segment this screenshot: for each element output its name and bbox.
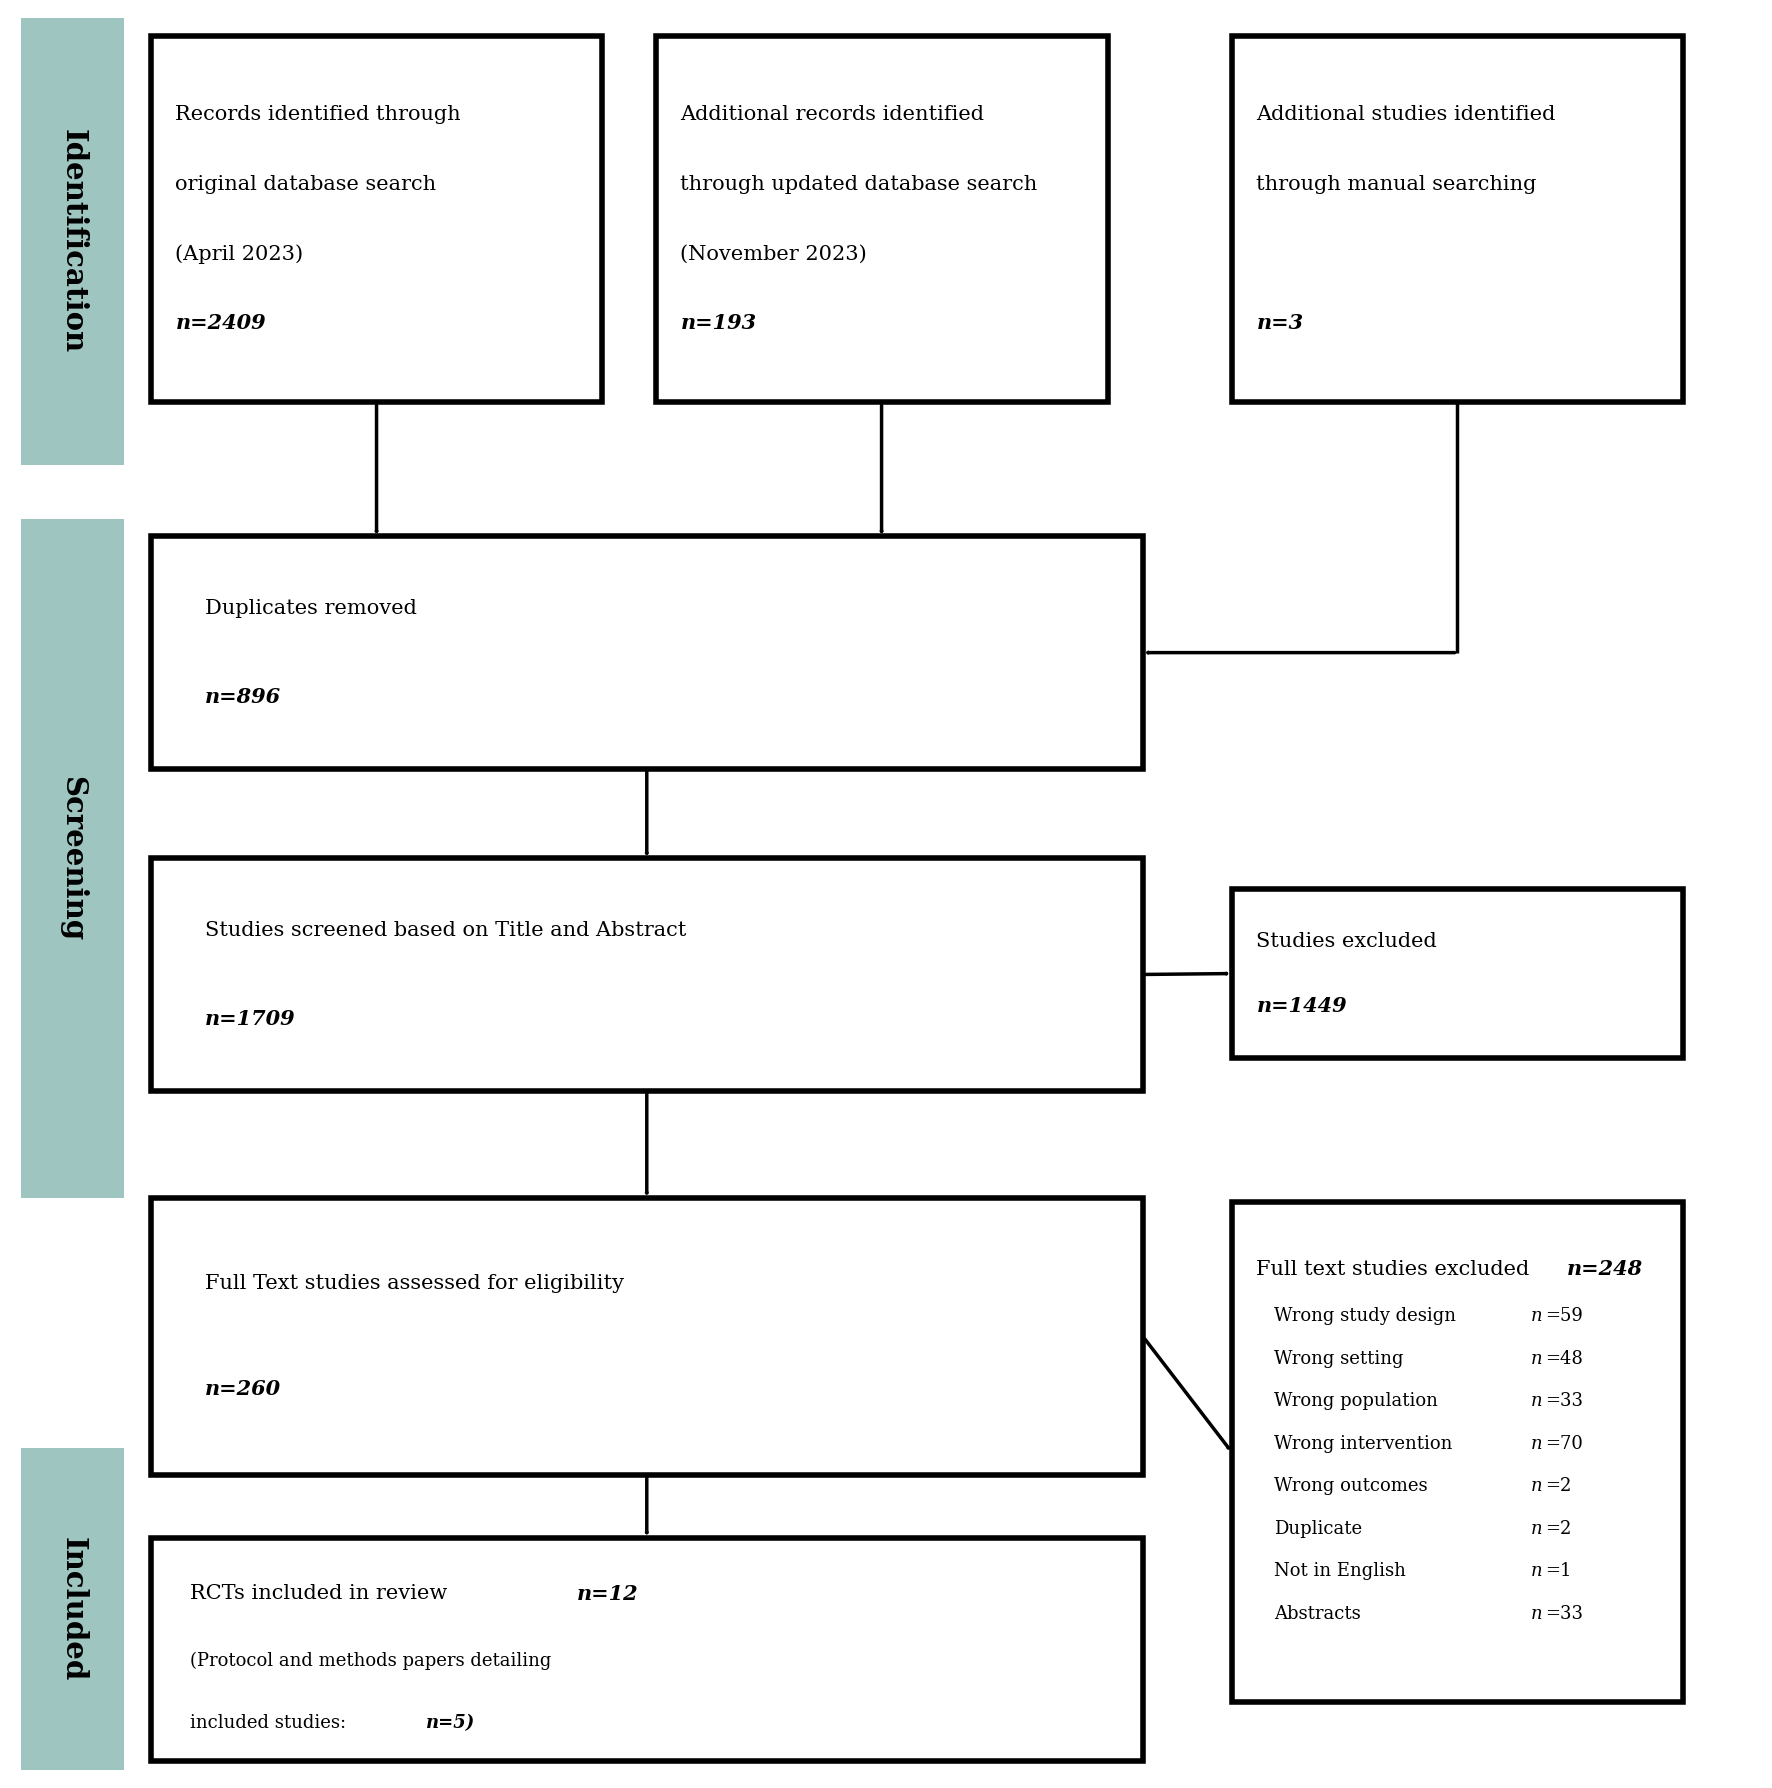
FancyBboxPatch shape	[151, 1198, 1143, 1475]
FancyBboxPatch shape	[1232, 1202, 1683, 1702]
Text: Wrong setting: Wrong setting	[1274, 1350, 1403, 1368]
Text: =48: =48	[1545, 1350, 1582, 1368]
Text: =33: =33	[1545, 1604, 1582, 1624]
Text: n=2409: n=2409	[175, 313, 266, 334]
Text: n: n	[1531, 1434, 1543, 1452]
FancyBboxPatch shape	[151, 536, 1143, 769]
FancyBboxPatch shape	[1232, 36, 1683, 402]
Text: n=5): n=5)	[425, 1715, 475, 1733]
Text: (Protocol and methods papers detailing: (Protocol and methods papers detailing	[190, 1652, 551, 1670]
Text: Duplicates removed: Duplicates removed	[206, 599, 416, 619]
Text: original database search: original database search	[175, 175, 436, 193]
Text: Included: Included	[58, 1538, 87, 1681]
Text: Records identified through: Records identified through	[175, 105, 461, 123]
Text: RCTs included in review: RCTs included in review	[190, 1584, 454, 1604]
Text: =2: =2	[1545, 1477, 1572, 1495]
Text: (April 2023): (April 2023)	[175, 243, 303, 263]
Text: through manual searching: through manual searching	[1256, 175, 1536, 193]
FancyBboxPatch shape	[21, 1448, 124, 1770]
Text: n: n	[1531, 1350, 1543, 1368]
Text: n=3: n=3	[1256, 313, 1304, 334]
Text: n: n	[1531, 1307, 1543, 1325]
Text: Additional studies identified: Additional studies identified	[1256, 105, 1556, 123]
Text: n=193: n=193	[680, 313, 757, 334]
Text: Wrong intervention: Wrong intervention	[1274, 1434, 1453, 1452]
Text: n=1449: n=1449	[1256, 996, 1347, 1016]
Text: Duplicate: Duplicate	[1274, 1520, 1363, 1538]
Text: =1: =1	[1545, 1563, 1572, 1581]
FancyBboxPatch shape	[151, 1538, 1143, 1761]
Text: Full text studies excluded: Full text studies excluded	[1256, 1261, 1536, 1278]
Text: Wrong population: Wrong population	[1274, 1393, 1439, 1411]
Text: =33: =33	[1545, 1393, 1582, 1411]
Text: n=248: n=248	[1566, 1259, 1643, 1280]
FancyBboxPatch shape	[656, 36, 1108, 402]
Text: n: n	[1531, 1604, 1543, 1624]
Text: Screening: Screening	[58, 776, 87, 940]
Text: =2: =2	[1545, 1520, 1572, 1538]
FancyBboxPatch shape	[1232, 889, 1683, 1058]
Text: n: n	[1531, 1477, 1543, 1495]
Text: =70: =70	[1545, 1434, 1582, 1452]
Text: n=12: n=12	[576, 1584, 638, 1604]
FancyBboxPatch shape	[151, 858, 1143, 1091]
Text: n=1709: n=1709	[206, 1008, 296, 1028]
Text: through updated database search: through updated database search	[680, 175, 1038, 193]
Text: n: n	[1531, 1393, 1543, 1411]
Text: Full Text studies assessed for eligibility: Full Text studies assessed for eligibili…	[206, 1275, 624, 1293]
FancyBboxPatch shape	[151, 36, 602, 402]
Text: Identification: Identification	[58, 129, 87, 354]
Text: n=896: n=896	[206, 687, 282, 706]
Text: Studies screened based on Title and Abstract: Studies screened based on Title and Abst…	[206, 921, 686, 940]
Text: Wrong study design: Wrong study design	[1274, 1307, 1457, 1325]
Text: Wrong outcomes: Wrong outcomes	[1274, 1477, 1428, 1495]
FancyBboxPatch shape	[21, 18, 124, 465]
Text: included studies:: included studies:	[190, 1715, 353, 1733]
Text: =59: =59	[1545, 1307, 1582, 1325]
Text: Studies excluded: Studies excluded	[1256, 932, 1437, 951]
Text: n=260: n=260	[206, 1379, 282, 1400]
Text: (November 2023): (November 2023)	[680, 245, 867, 263]
Text: Not in English: Not in English	[1274, 1563, 1405, 1581]
Text: n: n	[1531, 1520, 1543, 1538]
Text: n: n	[1531, 1563, 1543, 1581]
Text: Additional records identified: Additional records identified	[680, 105, 985, 123]
Text: Abstracts: Abstracts	[1274, 1604, 1361, 1624]
FancyBboxPatch shape	[21, 519, 124, 1198]
